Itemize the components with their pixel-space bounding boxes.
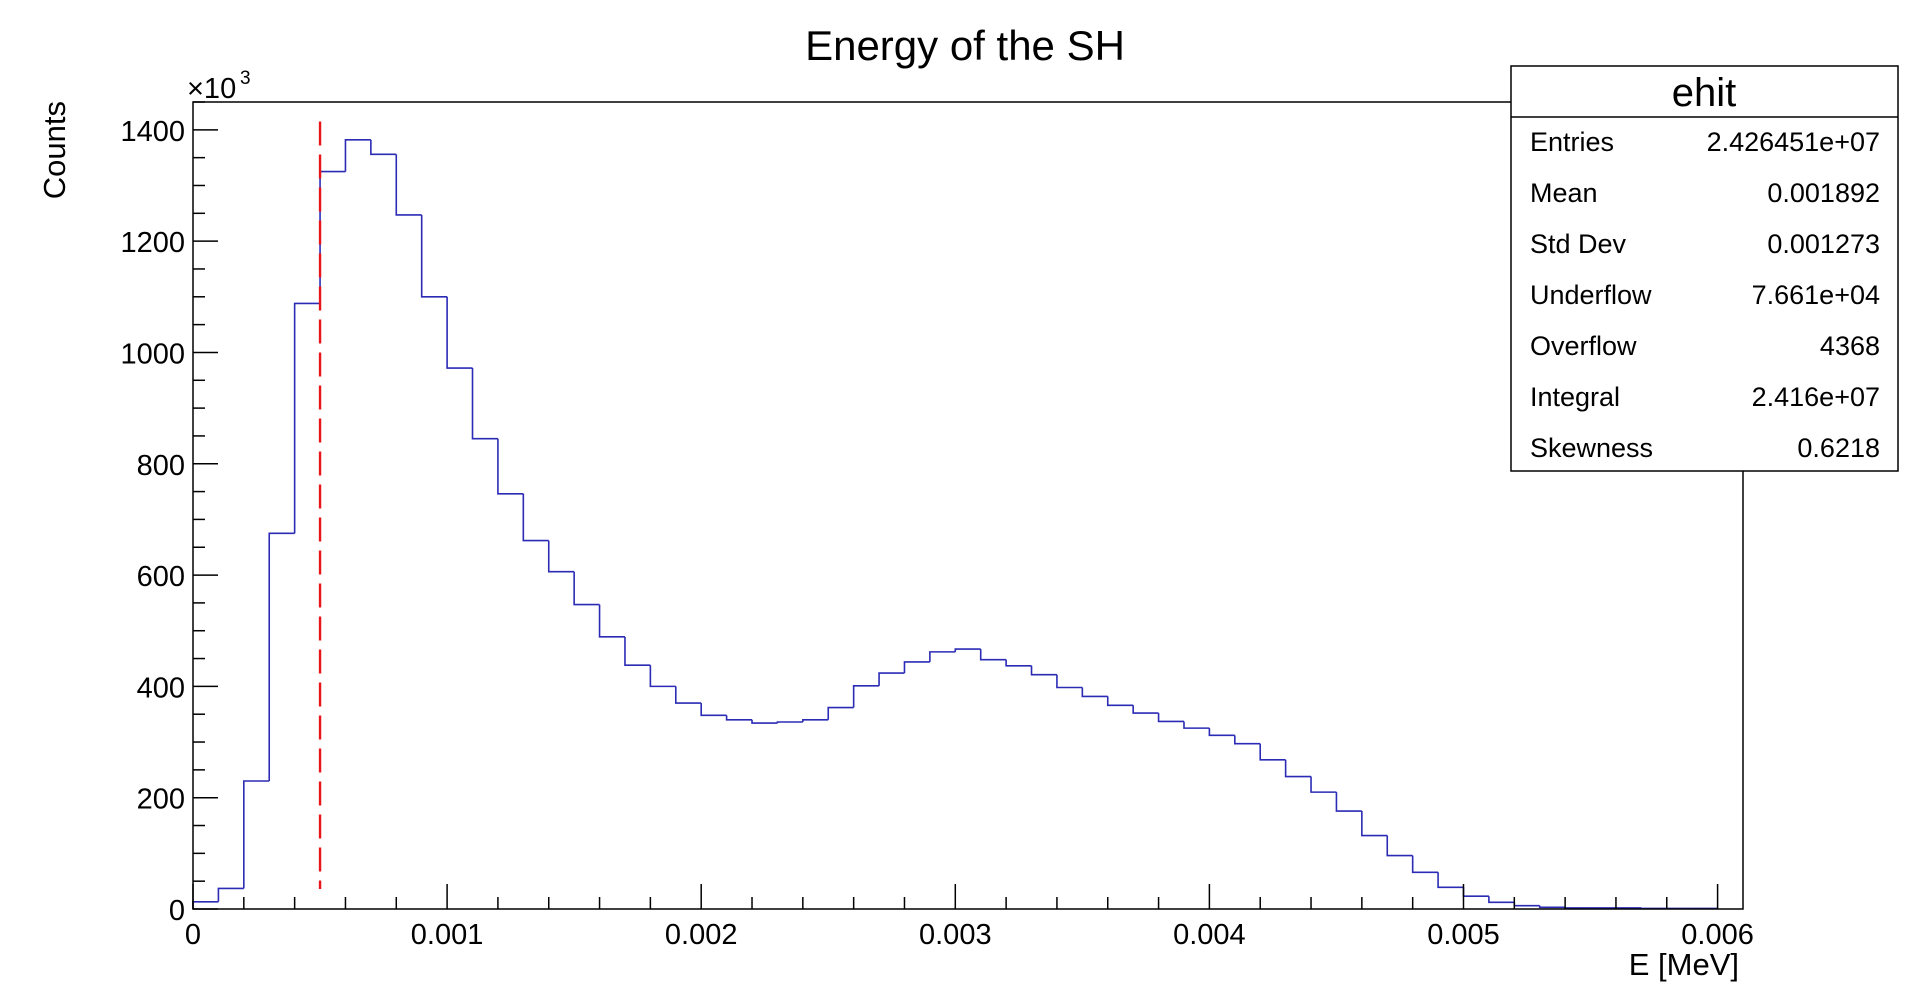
- histogram-bin: [1284, 759, 1312, 778]
- stats-row-label: Mean: [1530, 178, 1598, 208]
- histogram-bin: [929, 651, 956, 662]
- x-tick-label: 0.006: [1681, 919, 1754, 951]
- stats-row-label: Skewness: [1530, 433, 1653, 463]
- y-tick-label: 1000: [120, 338, 185, 370]
- histogram-bin: [268, 532, 295, 781]
- histogram-bin: [1437, 872, 1464, 889]
- stats-box: ehit Entries 2.426451e+07 Mean 0.001892 Std …: [1510, 65, 1899, 472]
- histogram-bin: [293, 302, 321, 534]
- histogram-bin: [1157, 713, 1184, 723]
- stats-row-value: 0.001273: [1767, 229, 1880, 259]
- stats-row-label: Entries: [1530, 127, 1614, 157]
- histogram-bin: [1106, 696, 1134, 707]
- stats-row-label: Overflow: [1530, 331, 1637, 361]
- histogram-bin: [979, 649, 1007, 661]
- histogram-series: [192, 139, 1719, 910]
- stats-row-value: 0.001892: [1767, 178, 1880, 208]
- histogram-bin: [370, 139, 397, 156]
- stats-row-label: Std Dev: [1530, 229, 1627, 259]
- histogram-bin: [725, 715, 753, 721]
- histogram-bin: [776, 721, 803, 724]
- histogram-bin: [903, 661, 930, 674]
- histogram-bin: [1056, 674, 1083, 689]
- histogram-bin: [1564, 907, 1591, 909]
- y-axis: 0 200 400 600 800 1000 1200 1400: [120, 101, 218, 927]
- plot-frame: [192, 101, 1744, 910]
- x-tick-label: 0.003: [919, 919, 992, 951]
- stats-row-label: Underflow: [1530, 280, 1652, 310]
- stats-row-value: 2.416e+07: [1752, 382, 1880, 412]
- histogram-bin: [598, 604, 625, 638]
- plot-area: 0 0.001 0.002 0.003 0.004 0.005 0.006 0 200 400 6…: [120, 101, 1754, 951]
- x-tick-label: 0.001: [411, 919, 484, 951]
- y-tick-label: 0: [169, 895, 185, 927]
- histogram-bin: [1411, 855, 1439, 874]
- y-multiplier-exponent: 3: [240, 68, 251, 89]
- stats-row-value: 2.426451e+07: [1707, 127, 1880, 157]
- histogram-bin: [649, 665, 676, 688]
- x-tick-label: 0: [185, 919, 201, 951]
- histogram-bin: [1234, 735, 1261, 745]
- stats-row-value: 4368: [1820, 331, 1880, 361]
- histogram-bin: [217, 887, 244, 902]
- x-axis: 0 0.001 0.002 0.003 0.004 0.005 0.006: [185, 884, 1754, 951]
- histogram-bin: [700, 703, 727, 717]
- histogram-bin: [1538, 905, 1566, 909]
- histogram-bin: [1030, 665, 1057, 676]
- x-tick-label: 0.004: [1173, 919, 1246, 951]
- histogram-bin: [1183, 721, 1210, 729]
- histogram-bin: [852, 685, 880, 708]
- x-tick-label: 0.005: [1427, 919, 1500, 951]
- y-axis-multiplier: ×10 3: [187, 68, 251, 105]
- histogram-bin: [1386, 835, 1413, 857]
- histogram-bin: [1310, 776, 1337, 793]
- histogram-bin: [1335, 792, 1362, 812]
- histogram-bin: [243, 780, 270, 889]
- histogram-bin: [497, 438, 524, 495]
- histogram-bin: [674, 686, 702, 704]
- histogram-bin: [547, 540, 575, 573]
- histogram-bin: [1132, 705, 1159, 714]
- histogram-bin: [1081, 687, 1108, 698]
- histogram-bin: [446, 296, 473, 369]
- histogram-bin: [878, 672, 905, 686]
- histogram-bin: [624, 636, 651, 667]
- stats-box-rows: Entries 2.426451e+07 Mean 0.001892 Std Dev 0.…: [1530, 127, 1880, 463]
- y-tick-label: 400: [137, 672, 185, 704]
- histogram-bin: [471, 368, 498, 440]
- histogram-bin: [522, 493, 549, 542]
- x-tick-label: 0.002: [665, 919, 738, 951]
- stats-row-value: 7.661e+04: [1752, 280, 1880, 310]
- histogram-bin: [344, 139, 371, 172]
- histogram-bin: [1488, 896, 1515, 904]
- y-tick-label: 1200: [120, 227, 185, 259]
- x-axis-label: E [MeV]: [1629, 947, 1739, 982]
- histogram-bin: [954, 648, 981, 652]
- stats-row-value: 0.6218: [1797, 433, 1880, 463]
- histogram-bin: [573, 571, 600, 606]
- histogram-bin: [827, 706, 854, 720]
- histogram-bin: [1361, 811, 1388, 837]
- histogram-bin: [751, 719, 778, 724]
- y-tick-label: 600: [137, 561, 185, 593]
- histogram-bin: [395, 154, 422, 216]
- stats-box-frame: [1510, 65, 1899, 472]
- histogram-bin: [802, 718, 829, 722]
- histogram-bin: [420, 214, 448, 298]
- stats-row-label: Integral: [1530, 382, 1620, 412]
- histogram-bin: [1208, 728, 1235, 737]
- chart-title: Energy of the SH: [805, 22, 1125, 69]
- histogram-bin: [1259, 743, 1286, 761]
- histogram-bin: [1005, 659, 1032, 667]
- stats-box-title: ehit: [1672, 71, 1737, 115]
- y-tick-label: 800: [137, 450, 185, 482]
- y-multiplier-base: ×10: [187, 73, 236, 105]
- y-axis-label: Counts: [37, 101, 72, 199]
- y-tick-label: 1400: [120, 116, 185, 148]
- y-tick-label: 200: [137, 784, 185, 816]
